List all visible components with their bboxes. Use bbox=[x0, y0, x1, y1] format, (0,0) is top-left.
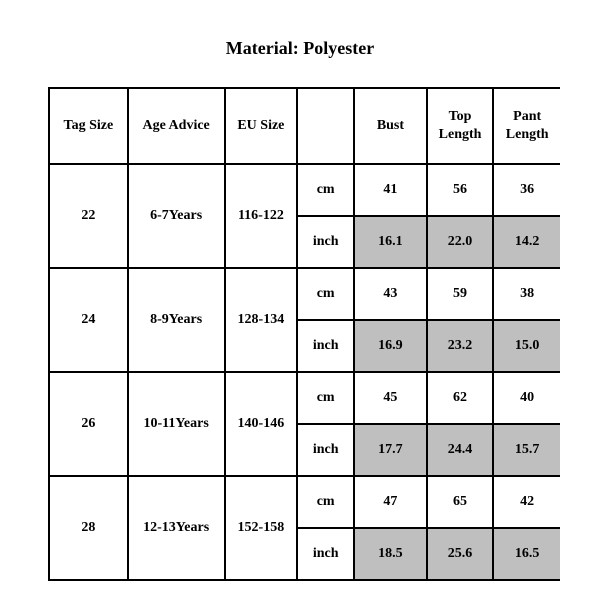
cell-tag: 22 bbox=[49, 164, 128, 268]
cell-bust: 45 bbox=[354, 372, 427, 424]
cell-eu: 116-122 bbox=[225, 164, 298, 268]
cell-top: 59 bbox=[427, 268, 494, 320]
cell-age: 6-7Years bbox=[128, 164, 225, 268]
header-row: Tag Size Age Advice EU Size Bust TopLeng… bbox=[49, 89, 560, 164]
cell-top: 62 bbox=[427, 372, 494, 424]
table-row: 26 10-11Years 140-146 cm 45 62 40 bbox=[49, 372, 560, 424]
cell-pant: 14.2 bbox=[493, 216, 560, 268]
cell-bust: 41 bbox=[354, 164, 427, 216]
cell-bust: 47 bbox=[354, 476, 427, 528]
cell-top: 56 bbox=[427, 164, 494, 216]
col-top-length: TopLength bbox=[427, 89, 494, 164]
cell-unit-inch: inch bbox=[297, 424, 354, 476]
cell-pant: 38 bbox=[493, 268, 560, 320]
chart-title: Material: Polyester bbox=[0, 38, 600, 59]
cell-top: 25.6 bbox=[427, 528, 494, 580]
cell-unit-inch: inch bbox=[297, 528, 354, 580]
cell-age: 8-9Years bbox=[128, 268, 225, 372]
cell-eu: 128-134 bbox=[225, 268, 298, 372]
cell-top: 22.0 bbox=[427, 216, 494, 268]
cell-bust: 43 bbox=[354, 268, 427, 320]
cell-pant: 15.7 bbox=[493, 424, 560, 476]
cell-pant: 36 bbox=[493, 164, 560, 216]
table-row: 28 12-13Years 152-158 cm 47 65 42 bbox=[49, 476, 560, 528]
col-pant-length: PantLength bbox=[493, 89, 560, 164]
cell-tag: 26 bbox=[49, 372, 128, 476]
cell-bust: 18.5 bbox=[354, 528, 427, 580]
cell-pant: 42 bbox=[493, 476, 560, 528]
cell-bust: 17.7 bbox=[354, 424, 427, 476]
cell-unit-cm: cm bbox=[297, 476, 354, 528]
cell-unit-inch: inch bbox=[297, 216, 354, 268]
size-table: Tag Size Age Advice EU Size Bust TopLeng… bbox=[48, 89, 560, 581]
cell-top: 23.2 bbox=[427, 320, 494, 372]
cell-bust: 16.9 bbox=[354, 320, 427, 372]
table-container: Tag Size Age Advice EU Size Bust TopLeng… bbox=[48, 87, 560, 581]
cell-unit-inch: inch bbox=[297, 320, 354, 372]
table-row: 22 6-7Years 116-122 cm 41 56 36 bbox=[49, 164, 560, 216]
cell-bust: 16.1 bbox=[354, 216, 427, 268]
col-eu-size: EU Size bbox=[225, 89, 298, 164]
cell-unit-cm: cm bbox=[297, 372, 354, 424]
table-row: 24 8-9Years 128-134 cm 43 59 38 bbox=[49, 268, 560, 320]
col-tag-size: Tag Size bbox=[49, 89, 128, 164]
cell-eu: 140-146 bbox=[225, 372, 298, 476]
cell-eu: 152-158 bbox=[225, 476, 298, 580]
cell-tag: 28 bbox=[49, 476, 128, 580]
table-body: 22 6-7Years 116-122 cm 41 56 36 inch 16.… bbox=[49, 164, 560, 580]
col-age-advice: Age Advice bbox=[128, 89, 225, 164]
cell-pant: 15.0 bbox=[493, 320, 560, 372]
cell-top: 65 bbox=[427, 476, 494, 528]
size-chart: Material: Polyester Tag Size Age Advice … bbox=[0, 0, 600, 600]
col-unit bbox=[297, 89, 354, 164]
cell-pant: 16.5 bbox=[493, 528, 560, 580]
cell-age: 12-13Years bbox=[128, 476, 225, 580]
cell-tag: 24 bbox=[49, 268, 128, 372]
col-bust: Bust bbox=[354, 89, 427, 164]
cell-pant: 40 bbox=[493, 372, 560, 424]
cell-top: 24.4 bbox=[427, 424, 494, 476]
cell-age: 10-11Years bbox=[128, 372, 225, 476]
cell-unit-cm: cm bbox=[297, 268, 354, 320]
cell-unit-cm: cm bbox=[297, 164, 354, 216]
